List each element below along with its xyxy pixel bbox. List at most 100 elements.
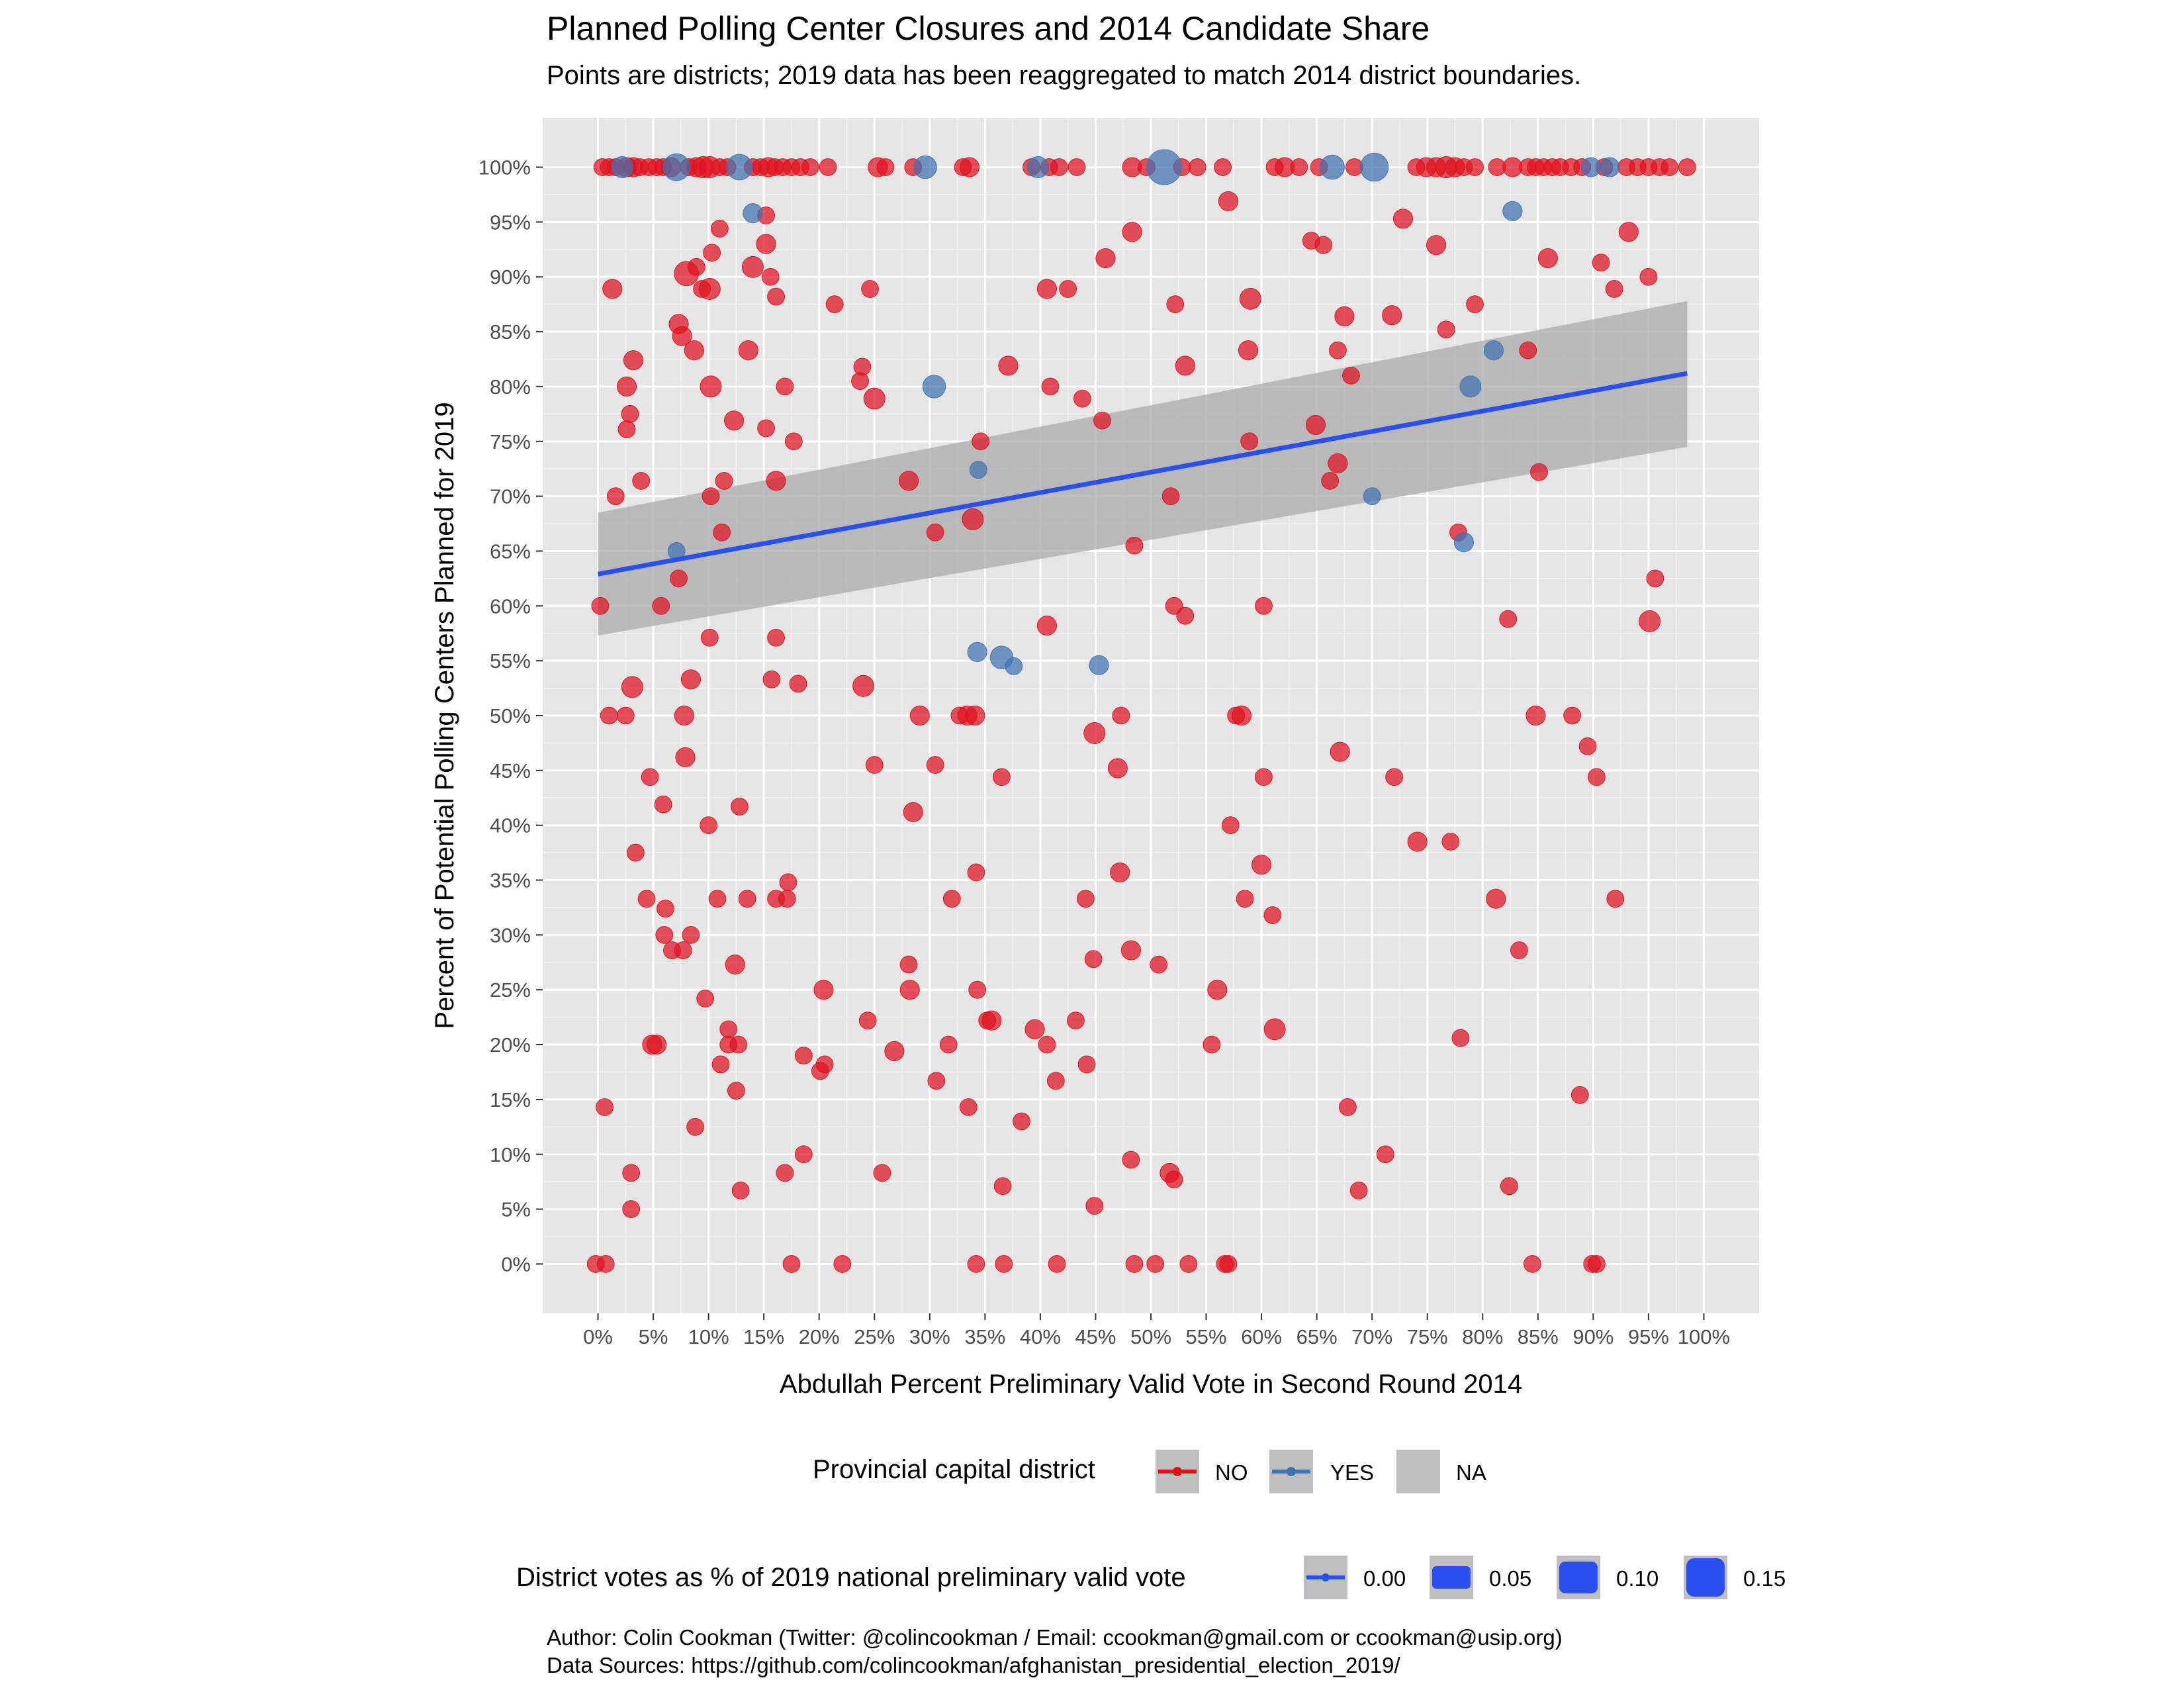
point-no xyxy=(1048,1255,1066,1273)
point-no xyxy=(851,372,869,391)
point-no xyxy=(1328,341,1347,359)
point-no xyxy=(1050,158,1068,176)
point-no xyxy=(1578,737,1597,755)
point-no xyxy=(1046,1072,1065,1090)
point-yes xyxy=(1502,201,1523,221)
y-axis-ticks: 0% 5% 10% 15% 20% 25% 30% 35% 40% 45% 50% 55% 60% 65%… xyxy=(478,156,543,1276)
point-no xyxy=(1321,472,1340,490)
point-no xyxy=(1024,1019,1045,1039)
point-no xyxy=(617,420,636,438)
legend-label-no: NO xyxy=(1215,1460,1248,1485)
point-no xyxy=(622,1200,641,1219)
point-no xyxy=(1221,816,1240,835)
y-tick-label: 35% xyxy=(490,869,531,892)
y-tick-label: 85% xyxy=(490,320,531,344)
y-tick-label: 90% xyxy=(490,265,531,289)
point-no xyxy=(710,219,729,238)
x-tick-label: 5% xyxy=(639,1325,668,1348)
point-no xyxy=(903,802,923,822)
point-yes xyxy=(967,641,987,662)
point-no xyxy=(1426,235,1447,256)
point-yes xyxy=(969,461,987,479)
y-tick-label: 20% xyxy=(490,1033,531,1056)
point-no xyxy=(939,1035,958,1054)
point-no xyxy=(1227,706,1246,725)
point-no xyxy=(1236,890,1254,908)
point-no xyxy=(1122,1150,1140,1169)
point-no xyxy=(674,261,700,287)
point-yes xyxy=(1089,655,1109,675)
point-no xyxy=(819,158,837,176)
x-tick-label: 35% xyxy=(964,1325,1005,1348)
point-no xyxy=(700,628,719,647)
point-no xyxy=(1376,1145,1394,1164)
series-no-points xyxy=(586,156,1696,1273)
point-no xyxy=(998,355,1019,376)
point-no xyxy=(684,340,705,361)
point-no xyxy=(1328,453,1348,474)
point-no xyxy=(1466,295,1484,314)
point-no xyxy=(657,900,674,918)
point-no xyxy=(1095,248,1116,269)
legend-size-key-1-swatch xyxy=(1432,1566,1471,1589)
point-yes xyxy=(1027,156,1050,179)
point-no xyxy=(825,295,844,314)
caption-sources: Data Sources: https://github.com/colinco… xyxy=(547,1653,1400,1677)
legend-size-label-1: 0.05 xyxy=(1489,1566,1531,1591)
point-no xyxy=(647,1034,667,1055)
point-no xyxy=(762,670,781,688)
legend-color: Provincial capital district NO YES NA xyxy=(813,1450,1486,1493)
point-no xyxy=(1466,158,1484,176)
point-no xyxy=(1093,411,1111,430)
point-no xyxy=(1041,377,1060,396)
point-no xyxy=(1013,1112,1030,1131)
point-no xyxy=(967,863,985,882)
point-no xyxy=(700,375,722,398)
point-no xyxy=(782,1255,801,1273)
point-no xyxy=(1342,366,1360,385)
point-no xyxy=(1525,705,1546,726)
x-tick-label: 60% xyxy=(1241,1325,1282,1348)
point-no xyxy=(591,596,610,615)
point-no xyxy=(909,705,930,726)
point-no xyxy=(959,157,980,177)
point-no xyxy=(641,768,659,786)
point-no xyxy=(778,890,796,908)
point-no xyxy=(674,705,694,726)
point-no xyxy=(1255,768,1273,786)
point-no xyxy=(616,706,635,725)
point-no xyxy=(698,277,721,300)
point-yes xyxy=(662,153,691,181)
y-tick-label: 50% xyxy=(490,704,531,727)
point-no xyxy=(1122,222,1142,242)
point-no xyxy=(1083,722,1106,745)
x-tick-label: 10% xyxy=(688,1325,729,1348)
x-tick-label: 55% xyxy=(1186,1325,1227,1348)
x-tick-label: 85% xyxy=(1518,1325,1559,1348)
x-tick-label: 30% xyxy=(909,1325,950,1348)
point-no xyxy=(1110,862,1130,883)
point-no xyxy=(1068,158,1086,176)
legend-key-yes-point xyxy=(1287,1467,1296,1476)
point-no xyxy=(652,596,670,615)
x-tick-label: 75% xyxy=(1407,1325,1448,1348)
legend-color-title: Provincial capital district xyxy=(813,1455,1095,1484)
point-no xyxy=(926,523,944,541)
point-no xyxy=(1486,888,1506,909)
point-no xyxy=(959,1098,978,1116)
point-no xyxy=(674,941,692,959)
point-no xyxy=(1639,267,1658,286)
point-no xyxy=(738,340,758,361)
point-no xyxy=(1330,741,1350,762)
point-no xyxy=(776,1164,794,1182)
point-no xyxy=(927,1072,946,1090)
point-no xyxy=(596,1098,614,1116)
point-no xyxy=(1407,831,1428,852)
point-no xyxy=(727,1082,745,1100)
point-no xyxy=(1263,906,1282,924)
y-tick-label: 100% xyxy=(478,156,531,179)
caption-author: Author: Colin Cookman (Twitter: @colinco… xyxy=(547,1625,1563,1650)
point-no xyxy=(1349,1182,1368,1199)
point-no xyxy=(1290,158,1308,176)
point-no xyxy=(686,1117,705,1136)
